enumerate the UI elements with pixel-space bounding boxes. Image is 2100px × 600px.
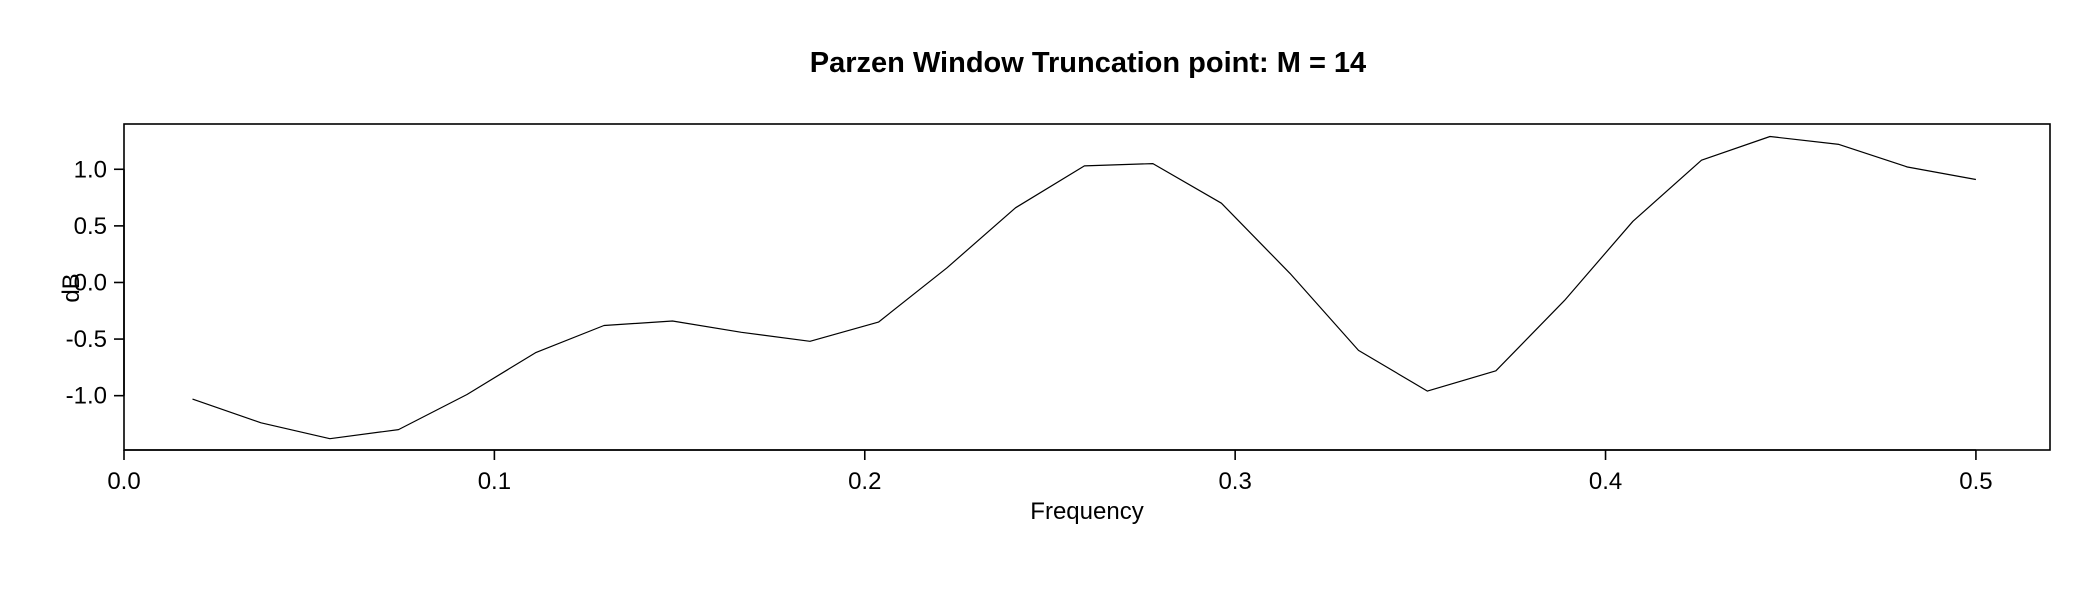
x-axis-label: Frequency xyxy=(1030,498,1143,525)
series-group xyxy=(192,135,1977,440)
x-axis: 0.0 0.1 0.2 0.3 0.4 0.5 xyxy=(107,449,1993,495)
x-tick-label: 0.4 xyxy=(1589,468,1622,495)
chart-title: Parzen Window Truncation point: M = 14 xyxy=(810,47,1366,79)
y-axis: -1.0 -0.5 0.0 0.5 1.0 xyxy=(66,156,125,410)
y-tick-label: 1.0 xyxy=(74,156,107,183)
y-tick-label: -0.5 xyxy=(66,326,107,353)
x-tick-label: 0.1 xyxy=(478,468,511,495)
x-tick-label: 0.0 xyxy=(107,468,140,495)
y-tick-label: -1.0 xyxy=(66,383,107,410)
x-tick-label: 0.2 xyxy=(848,468,881,495)
x-tick-label: 0.5 xyxy=(1959,468,1992,495)
y-tick-label: 0.5 xyxy=(74,213,107,240)
x-tick-label: 0.3 xyxy=(1218,468,1251,495)
plot-frame xyxy=(123,123,2051,451)
series-line xyxy=(192,135,1977,440)
y-tick-label: 0.0 xyxy=(74,269,107,296)
y-axis-label: dB xyxy=(58,273,85,302)
